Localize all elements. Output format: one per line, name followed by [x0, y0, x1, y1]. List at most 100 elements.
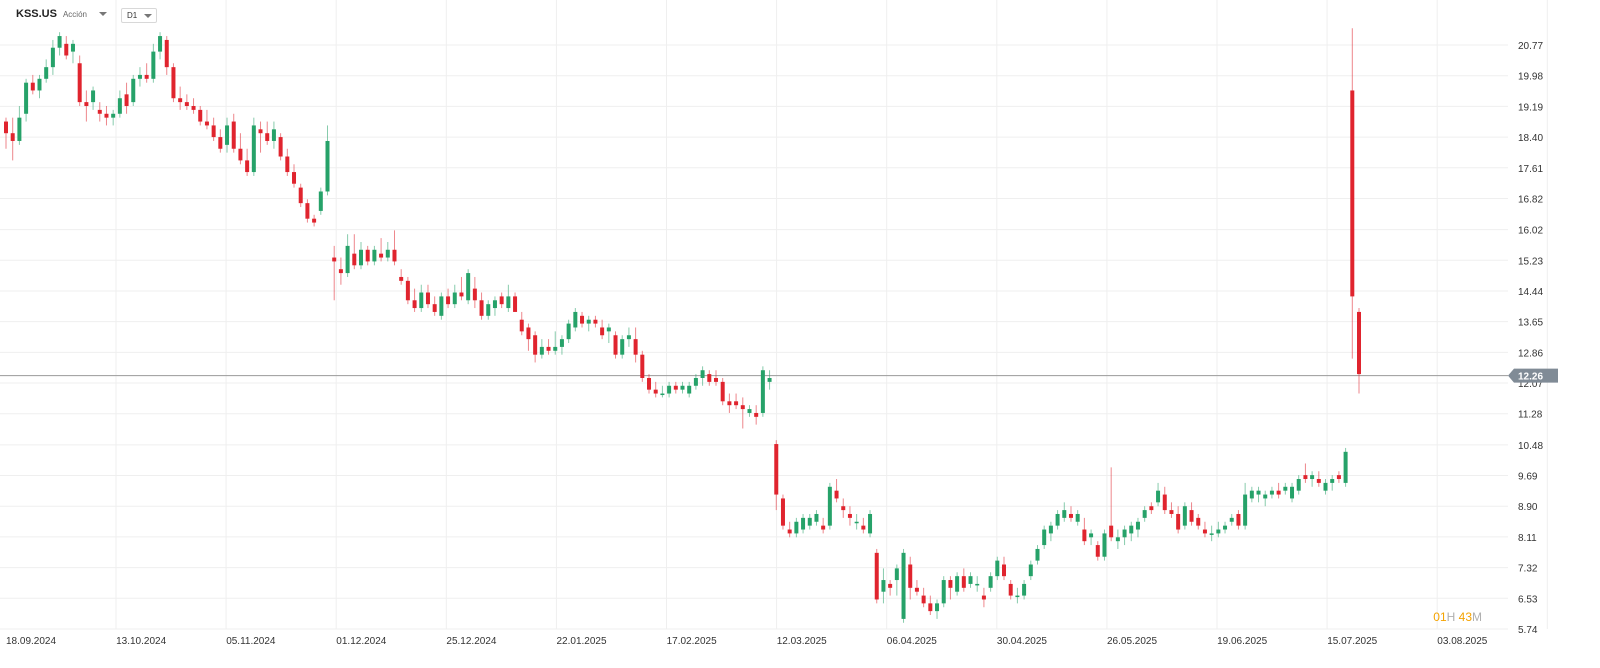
- candle-body: [667, 385, 672, 394]
- candle-body: [486, 304, 491, 316]
- candle-body: [975, 583, 980, 586]
- candle: [1075, 510, 1080, 526]
- y-tick-label: 5.74: [1518, 625, 1538, 636]
- x-tick-label: 03.08.2025: [1437, 636, 1487, 647]
- candle: [647, 374, 652, 394]
- candle: [1176, 506, 1181, 534]
- candle-body: [995, 560, 1000, 577]
- candle: [50, 39, 55, 75]
- candle-body: [1310, 475, 1315, 480]
- candle: [1142, 506, 1147, 522]
- candle: [425, 284, 430, 309]
- timeframe-select[interactable]: D1: [121, 8, 157, 23]
- candle-body: [1263, 494, 1268, 499]
- y-tick-label: 19.98: [1518, 72, 1543, 83]
- candle-body: [1068, 513, 1073, 518]
- candle: [653, 381, 658, 398]
- candle-body: [727, 401, 732, 406]
- candle: [774, 440, 779, 511]
- candle: [1169, 502, 1174, 518]
- candle: [780, 494, 785, 530]
- candle: [1149, 502, 1154, 514]
- candle: [1028, 560, 1033, 581]
- candle-body: [1008, 583, 1013, 596]
- candle-body: [693, 377, 698, 386]
- candle: [506, 284, 511, 312]
- symbol-name[interactable]: KSS.US: [16, 8, 57, 20]
- y-tick-label: 16.82: [1518, 194, 1543, 205]
- candle-body: [955, 576, 960, 592]
- candle: [57, 32, 62, 56]
- candle-body: [372, 249, 377, 262]
- candle-body: [553, 346, 558, 351]
- candle-body: [1129, 525, 1134, 534]
- candle-body: [325, 140, 330, 192]
- countdown-hours: 01: [1433, 610, 1447, 624]
- candle: [1283, 482, 1288, 495]
- candle-body: [466, 273, 471, 301]
- candle-body: [57, 36, 62, 48]
- candle-body: [117, 98, 122, 114]
- candle-body: [365, 249, 370, 262]
- candle: [740, 397, 745, 429]
- countdown-minutes: 43: [1458, 610, 1472, 624]
- candle-body: [673, 385, 678, 390]
- candle: [901, 548, 906, 623]
- candle: [613, 331, 618, 359]
- candle-body: [606, 327, 611, 332]
- candle-body: [405, 280, 410, 301]
- candle: [981, 587, 986, 608]
- candle: [539, 339, 544, 359]
- current-price-marker: 12.26: [1508, 368, 1558, 383]
- candle-body: [1082, 529, 1087, 542]
- candle-body: [1182, 506, 1187, 526]
- candle-body: [546, 346, 551, 351]
- candle-body: [941, 580, 946, 604]
- symbol-type: Acción: [62, 9, 87, 19]
- candle-body: [379, 253, 384, 258]
- candle: [365, 245, 370, 266]
- candle-body: [50, 47, 55, 68]
- x-tick-label: 17.02.2025: [667, 636, 717, 647]
- candle: [727, 393, 732, 413]
- candle-body: [593, 319, 598, 324]
- candle: [693, 374, 698, 390]
- y-tick-label: 10.48: [1518, 441, 1543, 452]
- y-tick-label: 18.40: [1518, 133, 1543, 144]
- candle-body: [258, 129, 263, 134]
- candle: [1343, 447, 1348, 487]
- candle: [1290, 482, 1295, 503]
- current-price-tag: [1508, 368, 1558, 383]
- candle-body: [573, 311, 578, 328]
- candle-body: [1042, 529, 1047, 546]
- candle-body: [218, 137, 223, 149]
- candle: [184, 94, 189, 110]
- candle: [760, 366, 765, 417]
- candle: [37, 74, 42, 99]
- candle-body: [358, 249, 363, 266]
- candle: [204, 109, 209, 130]
- candle-body: [988, 576, 993, 588]
- candle: [734, 393, 739, 410]
- candle: [211, 117, 216, 141]
- candle-body: [928, 603, 933, 612]
- y-tick-label: 15.23: [1518, 256, 1543, 267]
- candle-body: [1202, 529, 1207, 534]
- candle: [44, 59, 49, 83]
- candle-body: [191, 106, 196, 110]
- candle: [854, 513, 859, 530]
- candle-body: [874, 552, 879, 600]
- symbol-dropdown-icon[interactable]: [98, 12, 107, 16]
- candle-body: [1055, 513, 1060, 526]
- y-tick-label: 12.86: [1518, 348, 1543, 359]
- candle-body: [131, 78, 136, 103]
- candle-body: [10, 133, 15, 141]
- candle: [513, 292, 518, 312]
- candle: [77, 55, 82, 107]
- candle: [533, 331, 538, 363]
- candle: [124, 82, 129, 114]
- candle-body: [640, 354, 645, 378]
- candle-body: [1216, 529, 1221, 534]
- candle-body: [559, 339, 564, 347]
